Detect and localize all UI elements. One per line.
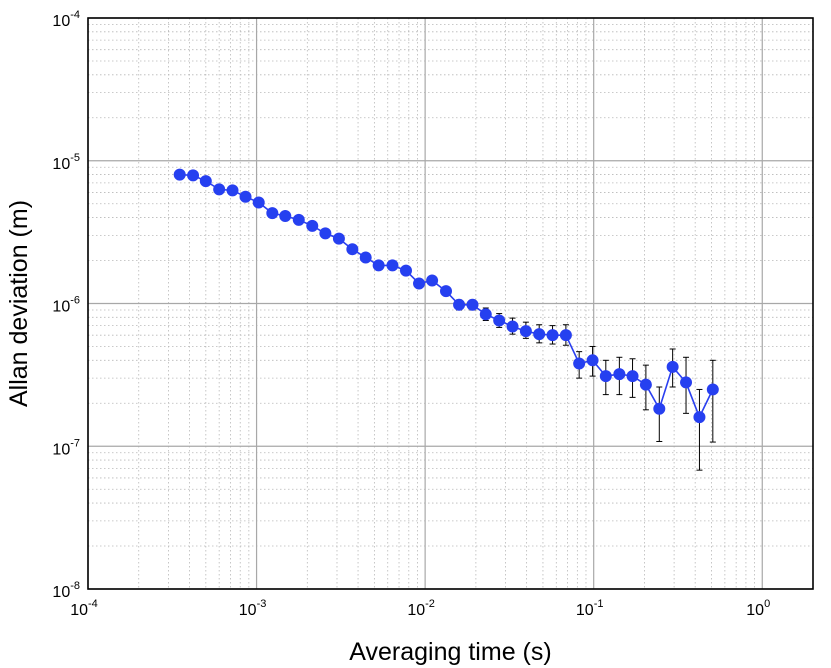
data-point	[613, 368, 626, 381]
data-point	[413, 277, 426, 290]
data-markers	[173, 168, 719, 424]
data-point	[279, 210, 292, 223]
y-tick-label: 10-6	[52, 295, 80, 316]
error-bars	[456, 299, 716, 471]
data-point	[559, 329, 572, 342]
y-axis-title: Allan deviation (m)	[5, 200, 33, 407]
x-tick-label: 10-2	[407, 598, 435, 619]
x-tick-label: 100	[746, 598, 770, 619]
data-point	[399, 264, 412, 277]
data-point	[346, 243, 359, 256]
data-point	[426, 274, 439, 287]
data-point	[653, 402, 666, 415]
data-point	[187, 169, 200, 182]
x-tick-label: 10-1	[576, 598, 604, 619]
y-tick-labels: 10-8 10-7 10-6 10-5 10-4	[52, 9, 80, 601]
data-point	[466, 298, 479, 311]
data-point	[479, 308, 492, 321]
data-point	[599, 370, 612, 383]
data-point	[493, 314, 506, 327]
data-point	[453, 298, 466, 311]
data-point	[693, 411, 706, 424]
x-tick-label: 10-3	[239, 598, 267, 619]
data-point	[533, 328, 546, 341]
data-point	[440, 285, 453, 298]
data-point	[332, 232, 345, 245]
data-point	[573, 357, 586, 370]
data-point	[546, 329, 559, 342]
data-point	[639, 378, 652, 391]
data-point	[266, 207, 279, 220]
data-point	[506, 320, 519, 333]
data-point	[292, 213, 305, 226]
data-point	[252, 196, 265, 209]
data-point	[706, 383, 719, 396]
x-tick-labels: 10-4 10-3 10-2 10-1 100	[70, 598, 770, 619]
y-tick-label: 10-5	[52, 152, 80, 173]
data-point	[586, 354, 599, 367]
y-tick-label: 10-4	[52, 9, 80, 30]
data-point	[306, 219, 319, 232]
data-point	[386, 259, 399, 272]
data-point	[213, 183, 226, 196]
data-point	[173, 168, 186, 181]
data-point	[626, 370, 639, 383]
data-point	[319, 227, 332, 240]
data-point	[680, 376, 693, 389]
y-tick-label: 10-8	[52, 580, 80, 601]
data-point	[372, 259, 385, 272]
data-point	[199, 175, 212, 188]
plot-frame	[87, 17, 814, 590]
data-point	[666, 360, 679, 373]
data-point	[226, 184, 239, 197]
x-axis-title: Averaging time (s)	[349, 638, 551, 666]
data-point	[519, 325, 532, 338]
data-point	[359, 251, 372, 264]
y-tick-label: 10-7	[52, 437, 80, 458]
x-tick-label: 10-4	[70, 598, 98, 619]
data-point	[239, 190, 252, 203]
